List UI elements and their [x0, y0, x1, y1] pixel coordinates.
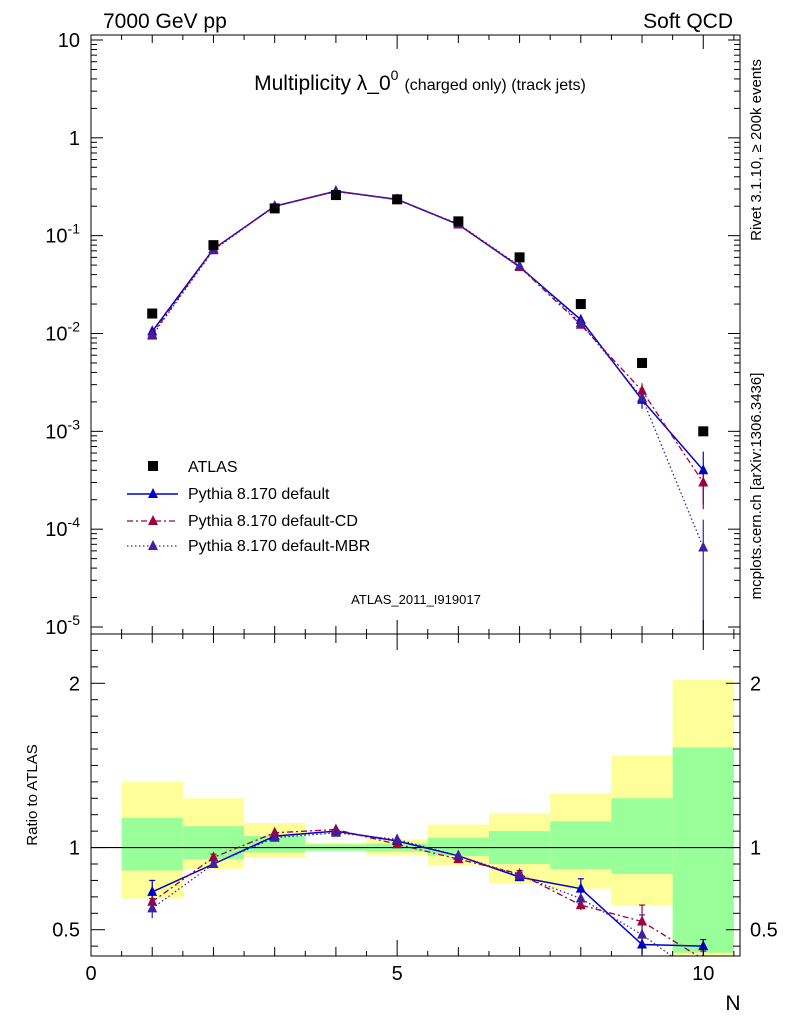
ratio-panel-frame — [90, 633, 741, 957]
main-atlas-point — [637, 357, 648, 368]
ratio-axes: 0.5 0.5 1 1 2 2 0 5 10 — [52, 634, 778, 985]
main-atlas-point — [453, 216, 464, 227]
ratio-band-inner — [611, 798, 673, 874]
ratio-mbr-point — [208, 858, 219, 868]
ratio-mbr-point — [514, 869, 525, 880]
ratio-panel: 0.5 0.5 1 1 2 2 0 5 10 — [52, 633, 778, 985]
main-plot-content — [147, 185, 709, 634]
header-energy-label: 7000 GeV pp — [103, 10, 227, 33]
ratio-plot-content — [91, 680, 740, 956]
ratio-mbr-point — [330, 826, 341, 837]
legend-mbr-marker — [148, 540, 158, 550]
ratio-y-tick-label: 0.5 — [52, 920, 80, 942]
x-tick-label: 10 — [692, 963, 714, 985]
plot-title: Multiplicity λ_00 (charged only) (track j… — [254, 67, 586, 95]
ratio-cd-line — [151, 828, 700, 956]
ratio-y-tick-label-right: 2 — [750, 673, 761, 695]
main-y-tick-label: 10-5 — [45, 612, 80, 639]
ratio-y-axis-label: Ratio to ATLAS — [24, 744, 41, 845]
legend-default-label: Pythia 8.170 default — [188, 486, 330, 503]
main-mbr-line — [151, 190, 704, 548]
ratio-mbr-point — [147, 902, 158, 913]
analysis-id-label: ATLAS_2011_I919017 — [351, 592, 481, 607]
main-atlas-point — [392, 194, 403, 205]
main-mbr-point — [147, 329, 158, 340]
ratio-cd-point — [575, 899, 586, 910]
main-default-point — [698, 464, 709, 475]
main-atlas-point — [575, 299, 586, 310]
main-y-tick-label: 1 — [69, 128, 80, 150]
main-mbr-point — [575, 317, 586, 328]
ratio-band-inner — [244, 836, 306, 853]
legend-item-cd: Pythia 8.170 default-CD — [127, 513, 358, 530]
legend-item-mbr: Pythia 8.170 default-MBR — [127, 538, 370, 555]
legend-default-marker — [148, 488, 158, 498]
ratio-cd-point — [147, 895, 158, 906]
ratio-default-line — [151, 830, 704, 947]
plot-title-sup: 0 — [391, 67, 399, 83]
ratio-cd-point — [637, 915, 648, 926]
main-axes: 10 1 10-1 10-2 10-3 10-4 10-5 — [45, 30, 740, 639]
ratio-mbr-point — [637, 928, 648, 939]
plot-title-main: Multiplicity λ_0 — [254, 72, 391, 95]
main-mbr-point — [698, 541, 709, 552]
main-y-tick-label: 10-4 — [45, 514, 80, 541]
legend-cd-marker — [148, 515, 158, 525]
x-axis-label: N — [725, 992, 740, 1015]
plot-title-small: (charged only) (track jets) — [404, 77, 585, 94]
legend-item-atlas: ATLAS — [148, 459, 238, 476]
ratio-band-inner — [672, 747, 734, 953]
main-atlas-point — [208, 240, 219, 251]
legend-item-default: Pythia 8.170 default — [127, 486, 330, 503]
x-tick-label: 0 — [85, 963, 96, 985]
main-cd-point — [637, 384, 648, 395]
ratio-mbr-point — [575, 892, 586, 903]
main-atlas-point — [147, 308, 158, 319]
ratio-band-inner — [121, 818, 183, 871]
ratio-y-tick-label-right: 1 — [750, 838, 761, 860]
main-y-tick-label: 10-3 — [45, 416, 80, 443]
ratio-default-point — [147, 885, 158, 896]
ratio-mbr-point — [392, 833, 403, 844]
main-atlas-point — [698, 426, 709, 437]
ratio-cd-point — [208, 851, 219, 862]
main-cd-point — [698, 476, 709, 487]
main-default-line — [151, 190, 704, 471]
main-y-tick-label: 10-2 — [45, 319, 80, 346]
ratio-mbr-line — [151, 832, 673, 956]
rivet-version-label: Rivet 3.1.10, ≥ 200k events — [748, 59, 765, 241]
main-atlas-point — [269, 203, 280, 214]
x-tick-label: 5 — [392, 963, 403, 985]
ratio-mbr-point — [269, 831, 280, 842]
main-cd-line — [151, 190, 704, 483]
mcplots-reference-label: mcplots.cern.ch [arXiv:1306.3436] — [748, 373, 765, 600]
ratio-default-point — [575, 882, 586, 893]
ratio-y-tick-label-right: 0.5 — [750, 920, 778, 942]
main-atlas-point — [330, 190, 341, 201]
header-category-label: Soft QCD — [643, 10, 733, 33]
main-y-tick-label: 10-1 — [45, 221, 80, 248]
ratio-band-inner — [550, 821, 612, 869]
legend: ATLAS Pythia 8.170 default Pythia 8.170 … — [127, 459, 370, 555]
ratio-mbr-point — [453, 849, 464, 860]
legend-atlas-marker — [148, 461, 158, 471]
legend-mbr-label: Pythia 8.170 default-MBR — [188, 538, 370, 555]
legend-cd-label: Pythia 8.170 default-CD — [188, 513, 358, 530]
ratio-y-tick-label: 2 — [69, 673, 80, 695]
ratio-y-tick-label: 1 — [69, 838, 80, 860]
main-mbr-point — [514, 259, 525, 270]
main-mbr-point — [637, 391, 648, 402]
legend-atlas-label: ATLAS — [188, 459, 238, 476]
ratio-default-point — [637, 938, 648, 949]
main-atlas-point — [514, 252, 525, 263]
main-panel: 10 1 10-1 10-2 10-3 10-4 10-5 ATLAS_2011_I9190… — [45, 30, 741, 639]
main-y-tick-label: 10 — [58, 30, 80, 52]
